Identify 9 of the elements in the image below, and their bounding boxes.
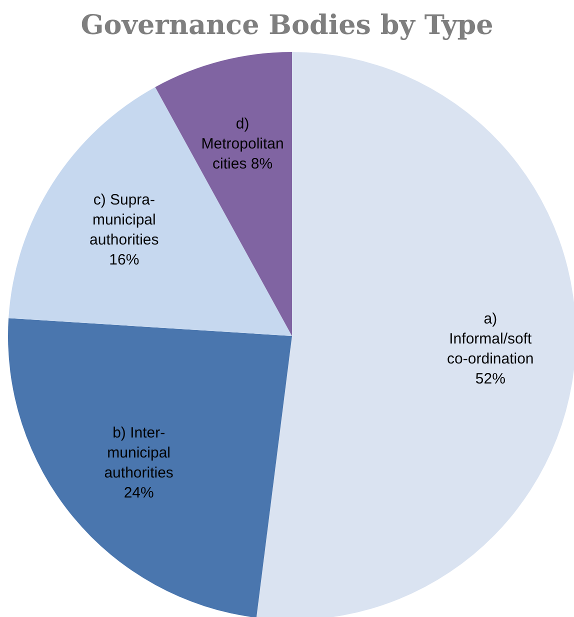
data-label: 24% (124, 484, 154, 502)
pie-slice (8, 87, 292, 336)
slice-label: b) Inter-municipal authorities (104, 424, 174, 482)
slice-label: a) Informal/soft co-ordination (447, 310, 534, 368)
chart-title: Governance Bodies by Type (80, 10, 494, 41)
data-label: 16% (109, 251, 140, 268)
data-label: 52% (475, 370, 506, 388)
slice-label: c) Supra-municipal authorities (90, 191, 159, 248)
slice-label: d) Metropolitan cities 8% (201, 115, 284, 172)
